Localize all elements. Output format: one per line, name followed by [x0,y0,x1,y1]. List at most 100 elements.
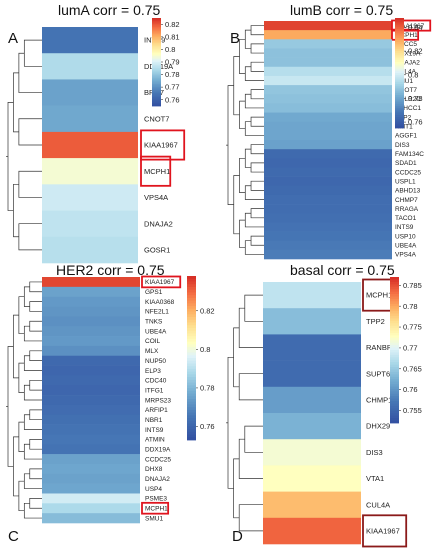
dendrogram-branch [23,286,30,307]
colorbar-segment [390,347,399,351]
colorbar-tick-label: 0.76 [200,422,215,431]
dendrogram-branch [244,185,264,200]
colorbar-segment [395,62,404,65]
colorbar-segment [187,338,196,342]
dendrogram-branch [23,355,42,371]
colorbar-segment [152,32,161,35]
colorbar-segment [152,63,161,66]
colorbar-segment [187,404,196,408]
colorbar-segment [187,385,196,389]
colorbar-segment [390,350,399,353]
colorbar-segment [390,359,399,363]
colorbar-segment [152,59,161,61]
colorbar-segment [390,388,399,392]
colorbar-segment [187,423,196,427]
heatmap-cell-r3hcc1 [264,103,392,113]
colorbar-segment [395,84,404,87]
colorbar-segment [187,344,196,348]
colorbar-segment [390,318,399,322]
colorbar-segment [152,64,161,67]
colorbar-segment [390,330,399,334]
colorbar-segment [152,22,161,25]
colorbar-segment [395,106,404,109]
dendrogram-branch [233,327,240,388]
heatmap-cell-mcph1 [42,158,138,185]
gene-label-ints9: INTS9 [145,427,164,434]
gene-label-dhx8: DHX8 [145,466,163,473]
dendrogram-branch [250,116,264,127]
gene-label-ccdc25: CCDC25 [395,169,421,176]
colorbar-segment [390,294,399,297]
colorbar-segment [152,91,161,94]
heatmap-cell-nfe2l1 [42,306,140,317]
colorbar-segment [395,49,404,52]
heatmap-cell-ddx19a [264,48,392,58]
colorbar-segment [152,69,161,72]
colorbar-segment [187,393,196,397]
dendrogram-branch [250,43,264,54]
colorbar-segment [152,35,161,38]
colorbar-segment [187,347,196,351]
gene-label-itfg1: ITFG1 [145,387,164,394]
dendrogram-branch [13,314,19,379]
colorbar-segment [187,306,196,310]
gene-label-polr2c: POLR2C [395,96,421,103]
colorbar-segment [390,296,399,300]
colorbar-tick-label: 0.82 [165,20,180,29]
gene-label-elp3: ELP3 [145,368,161,375]
dendrogram-branch [238,438,263,479]
colorbar-segment [187,297,196,301]
dendrogram-branch [250,61,264,72]
gene-label-supt6h: SUPT6H [366,369,396,378]
colorbar-segment [152,101,161,104]
gene-label-kiaa1967: KIAA1967 [144,141,178,150]
heatmap-cell-kiaa1967 [264,21,392,31]
colorbar-segment [187,418,196,422]
colorbar-tick-label: 0.81 [165,32,180,41]
colorbar-segment [390,418,399,421]
colorbar-segment [390,308,399,312]
colorbar-segment [395,74,404,78]
gene-label-ccdc25: CCDC25 [145,456,171,463]
colorbar-segment [390,374,399,378]
colorbar-tick-label: 0.8 [165,45,175,54]
dendrogram-branch [244,425,263,453]
colorbar-segment [152,41,161,44]
colorbar-segment [390,364,399,368]
dendrogram-branch [18,118,42,146]
dendrogram-branch [23,384,42,401]
gene-label-ranbp3: RANBP3 [366,343,396,352]
colorbar-segment [152,18,161,20]
colorbar-segment [390,335,399,339]
colorbar-segment [152,72,161,75]
dendrogram-branch [250,235,264,246]
heatmap-cell-cul4a [263,491,361,519]
colorbar-tick-label: 0.78 [165,70,180,79]
heatmap-cell-ccdc25 [42,454,140,465]
colorbar-segment [395,65,404,68]
heatmap-cell-arfip1 [42,404,140,416]
colorbar-segment [152,38,161,41]
colorbar-segment [390,306,399,310]
gene-label-dnaja2: DNAJA2 [145,476,170,483]
colorbar-segment [152,67,161,70]
colorbar-segment [395,126,404,129]
colorbar-segment [152,57,161,60]
heatmap-cell-uspl1 [264,176,392,187]
colorbar-segment [390,413,399,417]
colorbar-segment [390,398,399,402]
heatmap-cell-kiaa1967 [263,517,361,545]
colorbar-segment [390,371,399,375]
gene-label-chmp7: CHMP7 [395,197,418,204]
dendrogram-branch [7,102,14,211]
colorbar-segment [395,40,404,43]
gene-label-atmin: ATMIN [145,437,165,444]
colorbar-segment [395,19,404,23]
heatmap-cell-nup50 [42,355,140,366]
gene-label-vps4a: VPS4A [395,252,417,259]
dendrogram-branch [238,307,263,348]
colorbar-segment [152,25,161,28]
colorbar-segment [187,390,196,394]
heatmap-cell-nmt1 [264,121,392,132]
